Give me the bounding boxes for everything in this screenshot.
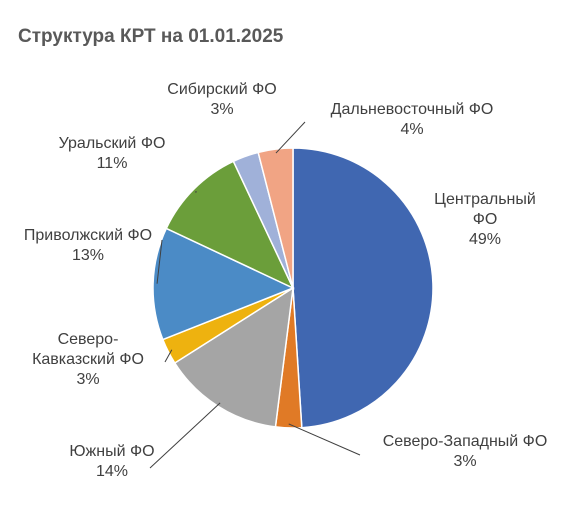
data-label: Южный ФО 14% (52, 442, 172, 482)
pie-slice (292, 147, 434, 429)
pie-slice (165, 160, 295, 290)
category-label: Северо-Кавказский ФО (32, 331, 144, 368)
value-label: 3% (76, 371, 100, 388)
leader-line (156, 239, 163, 284)
data-label: Центральный ФО 49% (430, 190, 540, 250)
data-label: Сибирский ФО 3% (147, 80, 297, 120)
leader-line (288, 423, 361, 456)
category-label: Уральский ФО (58, 135, 166, 152)
value-label: 49% (468, 231, 502, 248)
category-label: Центральный ФО (434, 191, 536, 228)
leader-line (164, 349, 173, 363)
data-label: Приволжский ФО 13% (3, 226, 173, 266)
value-label: 14% (95, 463, 129, 480)
category-label: Южный ФО (69, 443, 155, 460)
category-label: Приволжский ФО (23, 227, 153, 244)
leader-line (149, 402, 221, 469)
value-label: 11% (96, 155, 128, 172)
data-label: Северо-Западный ФО 3% (360, 432, 570, 472)
data-label: Уральский ФО 11% (37, 134, 187, 174)
category-label: Северо-Западный ФО (382, 433, 548, 450)
category-label: Сибирский ФО (167, 81, 277, 98)
chart-title: Структура КРТ на 01.01.2025 (18, 26, 284, 47)
value-label: 13% (71, 247, 105, 264)
pie-slice (173, 286, 294, 428)
pie-slice (152, 227, 295, 341)
data-label: Северо-Кавказский ФО 3% (26, 330, 151, 390)
value-label: 4% (400, 121, 424, 138)
value-label: 3% (453, 453, 477, 470)
value-label: 3% (210, 101, 234, 118)
pie-slice (257, 147, 294, 289)
data-label: Дальневосточный ФО 4% (312, 100, 512, 140)
leader-line (275, 121, 306, 154)
category-label: Дальневосточный ФО (330, 101, 494, 118)
